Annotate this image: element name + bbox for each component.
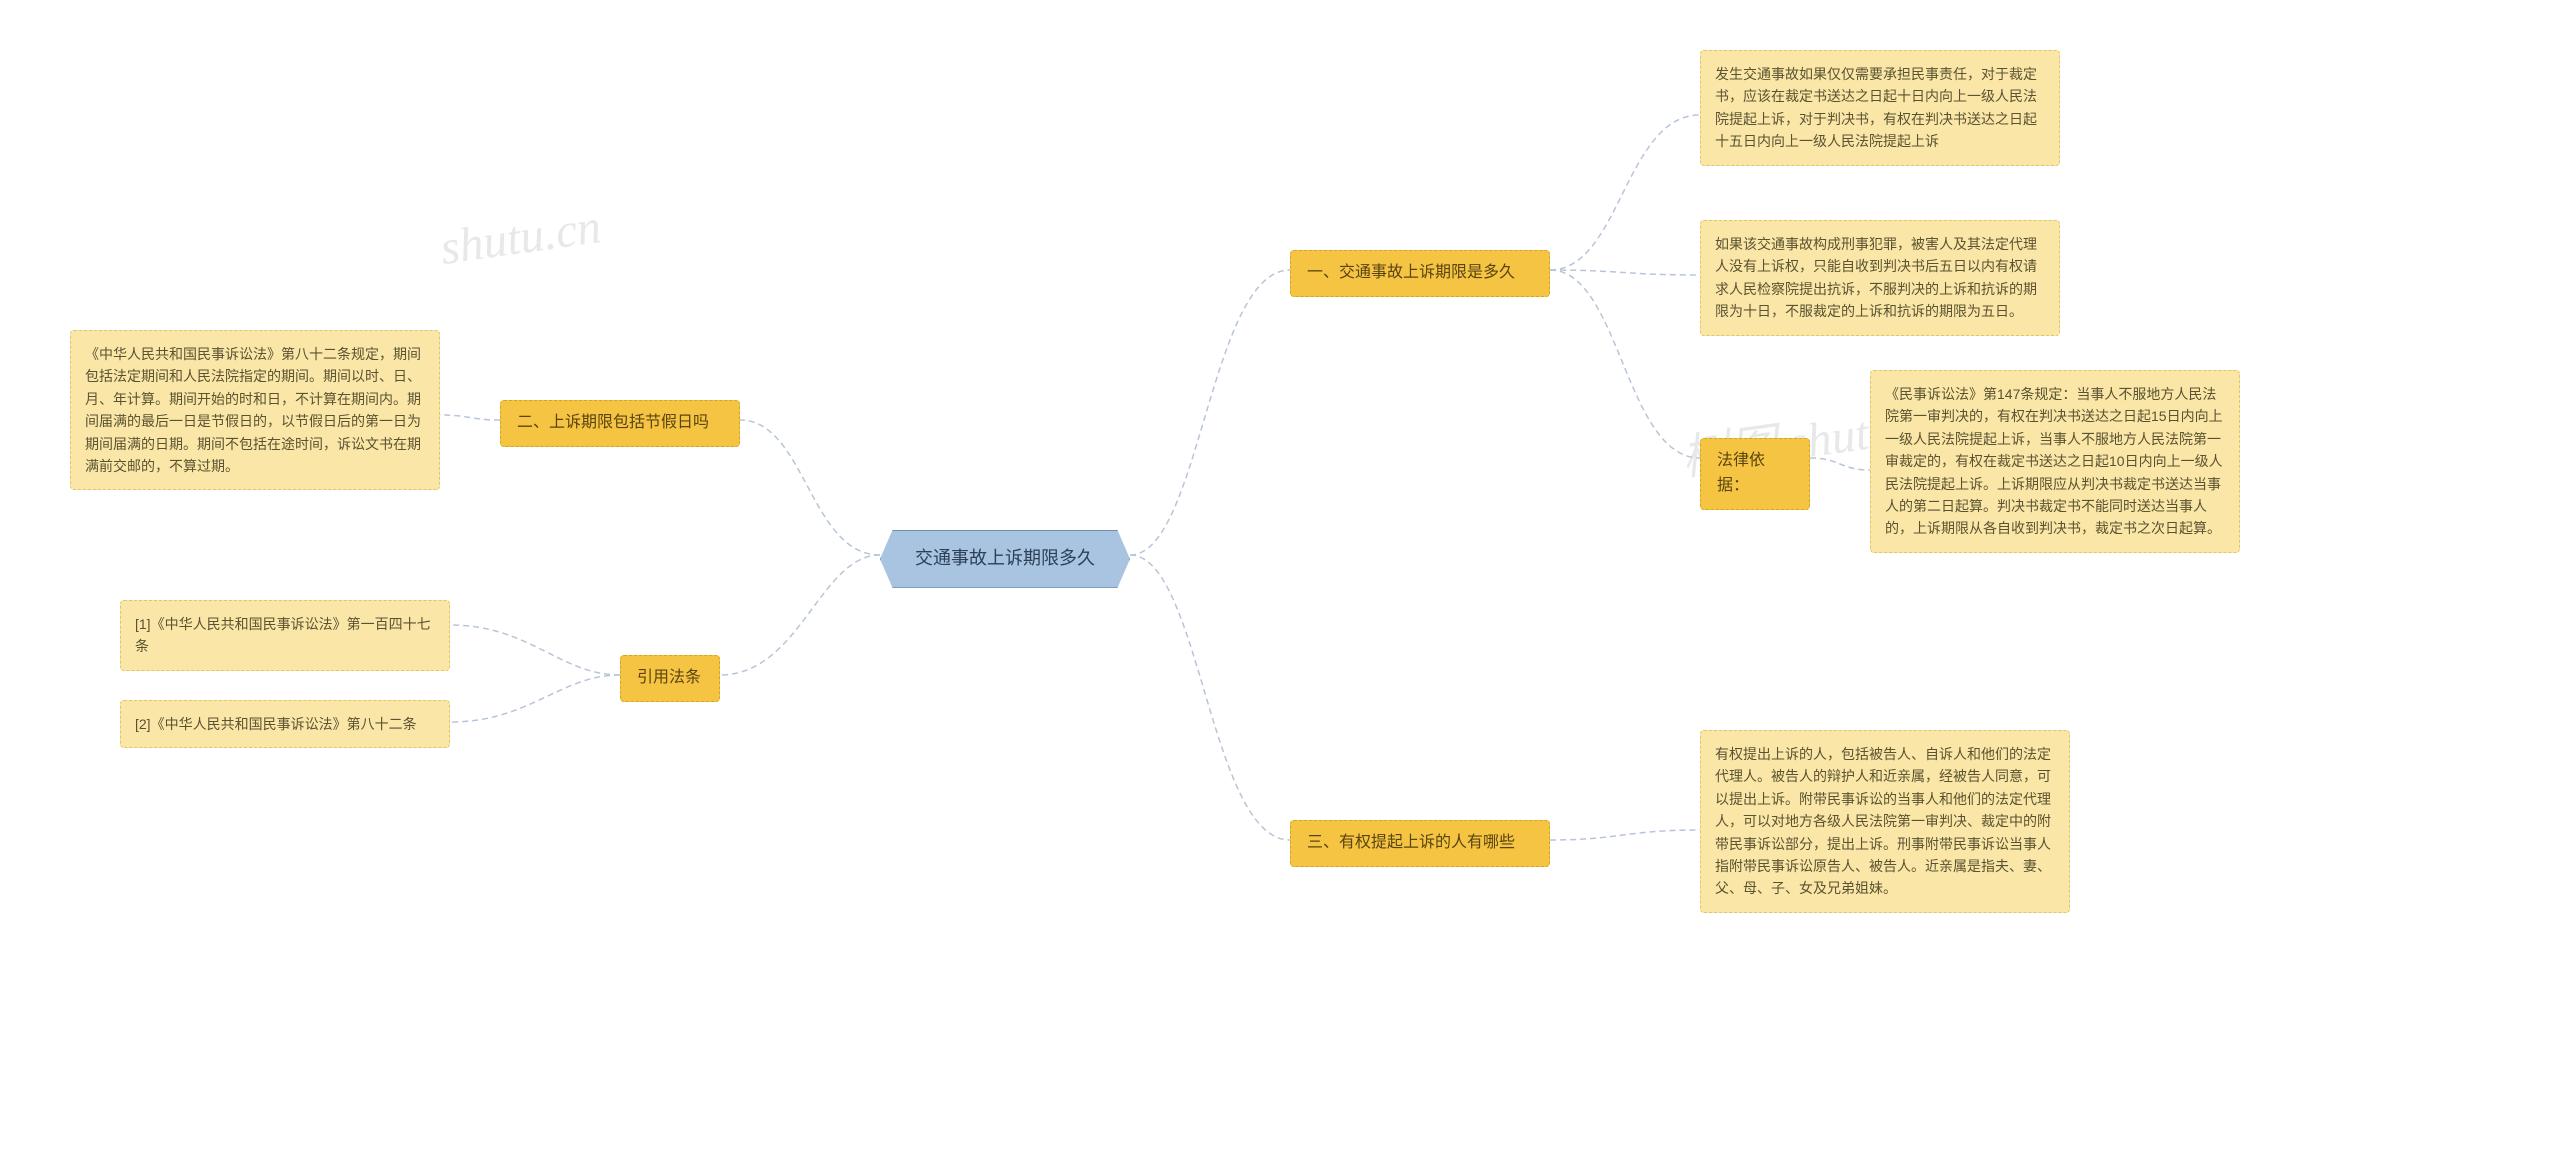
leaf-1b[interactable]: 如果该交通事故构成刑事犯罪，被害人及其法定代理人没有上诉权，只能自收到判决书后五…	[1700, 220, 2060, 336]
leaf-3a[interactable]: 有权提出上诉的人，包括被告人、自诉人和他们的法定代理人。被告人的辩护人和近亲属，…	[1700, 730, 2070, 913]
conn-b1-l1a	[1550, 115, 1700, 270]
conn-b2-l2a	[440, 415, 500, 420]
leaf-4b[interactable]: [2]《中华人民共和国民事诉讼法》第八十二条	[120, 700, 450, 748]
conn-b3-l3a	[1550, 830, 1700, 840]
root-node[interactable]: 交通事故上诉期限多久	[880, 530, 1130, 588]
branch-3[interactable]: 三、有权提起上诉的人有哪些	[1290, 820, 1550, 867]
conn-b4-l4b	[450, 675, 620, 722]
conn-b4-l4a	[450, 625, 620, 675]
watermark-1: shutu.cn	[437, 199, 604, 276]
leaf-2a[interactable]: 《中华人民共和国民事诉讼法》第八十二条规定，期间包括法定期间和人民法院指定的期间…	[70, 330, 440, 490]
conn-sub-l1c	[1810, 458, 1870, 470]
conn-b1-sub	[1550, 270, 1700, 458]
conn-b1-l1b	[1550, 270, 1700, 275]
branch-1-sub[interactable]: 法律依据：	[1700, 438, 1810, 510]
conn-root-b1	[1130, 270, 1290, 555]
leaf-4a[interactable]: [1]《中华人民共和国民事诉讼法》第一百四十七条	[120, 600, 450, 671]
conn-root-b4	[720, 555, 880, 675]
branch-4[interactable]: 引用法条	[620, 655, 720, 702]
conn-root-b2	[740, 420, 880, 555]
connection-lines	[0, 0, 2560, 1151]
conn-root-b3	[1130, 555, 1290, 840]
branch-2[interactable]: 二、上诉期限包括节假日吗	[500, 400, 740, 447]
branch-1[interactable]: 一、交通事故上诉期限是多久	[1290, 250, 1550, 297]
leaf-1a[interactable]: 发生交通事故如果仅仅需要承担民事责任，对于裁定书，应该在裁定书送达之日起十日内向…	[1700, 50, 2060, 166]
leaf-1c[interactable]: 《民事诉讼法》第147条规定：当事人不服地方人民法院第一审判决的，有权在判决书送…	[1870, 370, 2240, 553]
